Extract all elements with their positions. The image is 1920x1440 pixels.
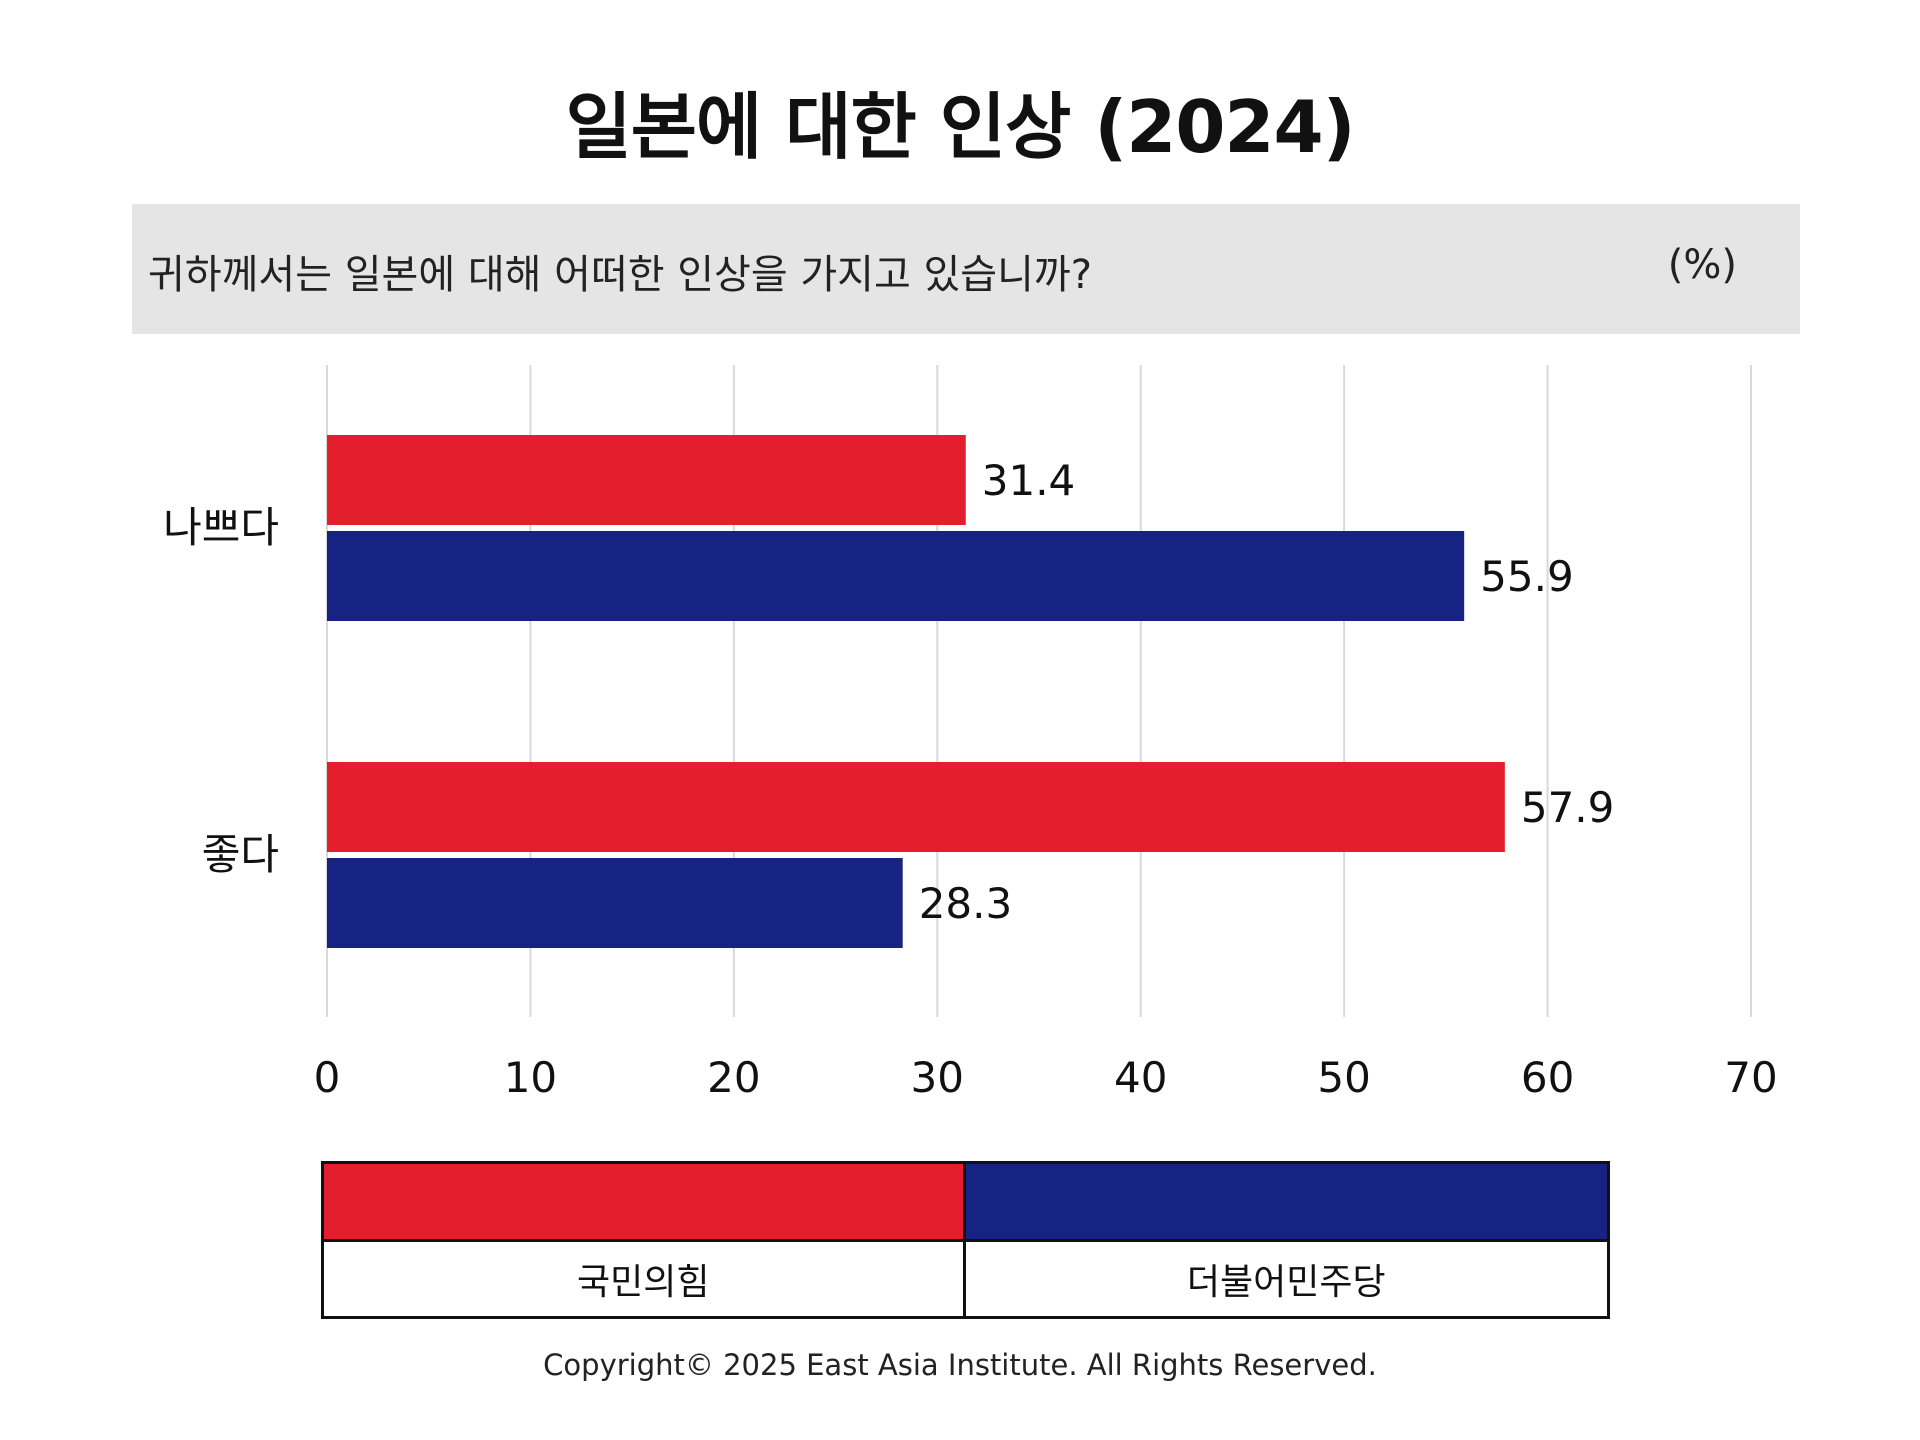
data-label: 28.3 xyxy=(919,879,1013,928)
data-label: 31.4 xyxy=(982,456,1076,505)
bar xyxy=(327,531,1465,621)
x-tick-label: 20 xyxy=(707,1053,760,1102)
survey-question: 귀하께서는 일본에 대해 어떠한 인상을 가지고 있습니까? xyxy=(148,252,1092,298)
x-tick-label: 70 xyxy=(1724,1053,1777,1102)
unit-label: (%) xyxy=(1667,242,1737,288)
x-tick-label: 40 xyxy=(1114,1053,1167,1102)
data-label: 57.9 xyxy=(1521,783,1615,832)
bar xyxy=(327,435,966,525)
x-tick-label: 10 xyxy=(504,1053,557,1102)
data-label: 55.9 xyxy=(1480,552,1574,601)
x-tick-label: 30 xyxy=(911,1053,964,1102)
x-tick-label: 0 xyxy=(314,1053,341,1102)
bar xyxy=(327,762,1505,852)
copyright-footer: Copyright© 2025 East Asia Institute. All… xyxy=(543,1348,1377,1382)
legend-label-series-2: 더불어민주당 xyxy=(1186,1262,1386,1303)
x-tick-label: 60 xyxy=(1521,1053,1574,1102)
category-label: 나쁘다 xyxy=(163,503,279,552)
question-banner xyxy=(132,204,1800,334)
bar xyxy=(327,858,903,948)
x-tick-label: 50 xyxy=(1317,1053,1370,1102)
category-label: 좋다 xyxy=(202,830,279,879)
chart-title: 일본에 대한 인상 (2024) xyxy=(565,85,1355,169)
legend: 국민의힘 더불어민주당 xyxy=(321,1161,1610,1319)
legend-swatch-series-2 xyxy=(965,1164,1607,1242)
legend-label-series-1: 국민의힘 xyxy=(324,1242,966,1316)
bar-chart: 0 10 20 30 40 50 60 70 나쁘다 31.4 55.9 좋다 57.9 28.3 xyxy=(163,365,1778,1102)
legend-swatch-series-1 xyxy=(324,1164,966,1242)
